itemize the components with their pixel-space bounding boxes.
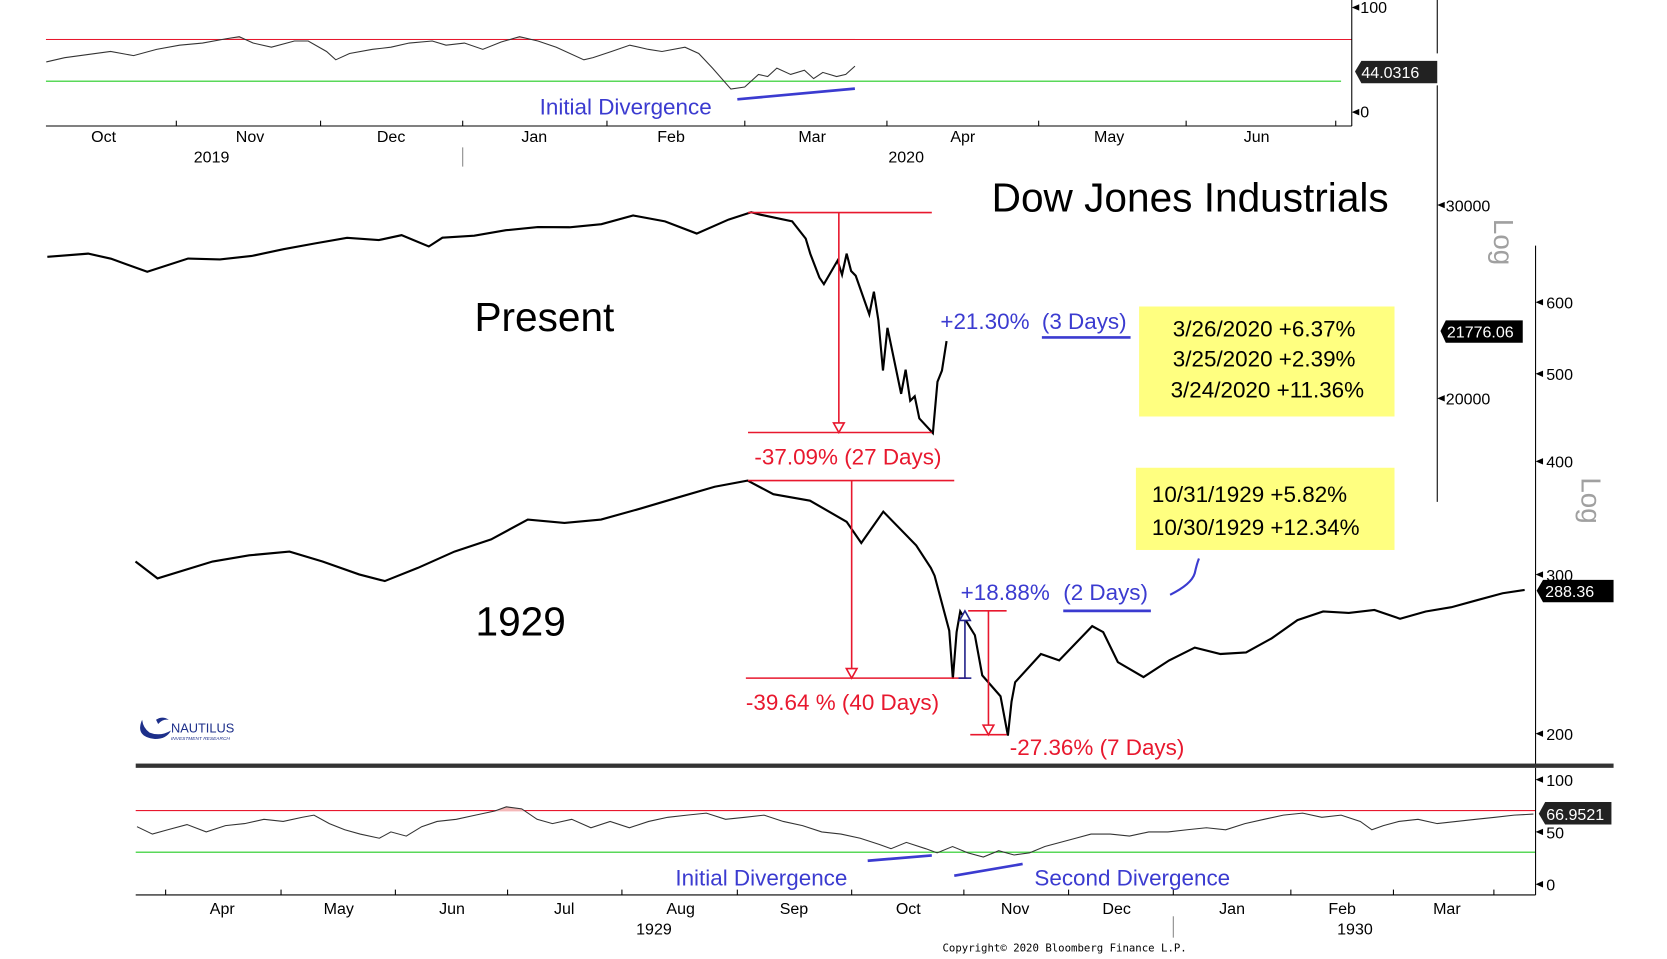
1929-rebound-pct: +18.88% xyxy=(961,580,1050,605)
1929-rebound-arrow xyxy=(958,609,972,679)
daily-gain: 10/31/1929 +5.82% xyxy=(1152,482,1347,507)
rsi-present-line xyxy=(46,36,856,90)
svg-text:NAUTILUS: NAUTILUS xyxy=(171,721,234,736)
x-tick-label: Jun xyxy=(439,900,465,918)
y-tick-label: 100 xyxy=(1546,772,1573,790)
present-drop-annotation xyxy=(748,211,932,435)
y-tick-label: 600 xyxy=(1546,295,1573,313)
year-label: 1929 xyxy=(636,920,672,938)
present-price-line xyxy=(47,211,948,436)
x-tick-label: Jan xyxy=(1219,900,1245,918)
y-tick-label: 0 xyxy=(1546,877,1555,895)
y-tick-label: 500 xyxy=(1546,366,1573,384)
chart-title: Dow Jones Industrials xyxy=(992,174,1389,220)
initial-divergence-label: Initial Divergence xyxy=(675,865,847,890)
1929-drop-annotation xyxy=(745,479,968,680)
second-divergence-label: Second Divergence xyxy=(1034,865,1230,890)
x-tick-label: Apr xyxy=(210,900,236,918)
x-tick-label: Feb xyxy=(1328,900,1356,918)
log-scale-label: Log xyxy=(1488,219,1519,265)
1929-second-drop-label: -27.36% (7 Days) xyxy=(1010,735,1185,760)
y-tick-label: 100 xyxy=(1360,0,1387,17)
x-tick-label: Oct xyxy=(91,128,116,146)
1929-drop-label: -39.64 % (40 Days) xyxy=(746,690,939,715)
tick-100 xyxy=(1351,4,1360,11)
pointer-curve xyxy=(1169,558,1200,596)
last-value-tag: 288.36 xyxy=(1536,579,1614,603)
tick-30000 xyxy=(1437,201,1445,209)
present-label: Present xyxy=(474,294,614,340)
present-rebound-pct: +21.30% xyxy=(940,309,1029,334)
x-tick-label: Sep xyxy=(780,900,809,918)
x-tick-label: May xyxy=(1094,128,1124,146)
x-tick-label: Apr xyxy=(950,128,976,146)
last-value-tag: 44.0316 xyxy=(1354,60,1438,84)
present-drop-label: -37.09% (27 Days) xyxy=(754,445,941,470)
y-tick-label: 200 xyxy=(1546,726,1573,744)
y-tick-label: 30000 xyxy=(1446,197,1491,215)
copyright: Copyright© 2020 Bloomberg Finance L.P. xyxy=(942,942,1186,955)
divergence-line xyxy=(954,862,1023,878)
rsi-overbought-fill xyxy=(136,806,1534,811)
daily-gain: 10/30/1929 +12.34% xyxy=(1152,515,1360,540)
1929-label: 1929 xyxy=(476,598,566,644)
present-last-value: 21776.06 xyxy=(1447,323,1514,341)
divergence-line xyxy=(737,87,855,101)
y-tick-label: 20000 xyxy=(1446,391,1491,409)
rsi-present-last-value: 44.0316 xyxy=(1361,64,1419,82)
1929-last-value: 288.36 xyxy=(1545,583,1594,601)
y-tick-label: 0 xyxy=(1360,103,1369,121)
y-tick-label: 400 xyxy=(1546,454,1573,472)
nautilus-logo: NAUTILUS INVESTMENT RESEARCH xyxy=(140,717,234,742)
last-value-tag: 21776.06 xyxy=(1440,320,1523,343)
x-tick-label: Feb xyxy=(657,128,685,146)
rsi-1929-last-value: 66.9521 xyxy=(1546,806,1604,824)
present-rebound-days: (3 Days) xyxy=(1042,309,1127,334)
year-label: 1930 xyxy=(1337,920,1373,938)
daily-gain: 3/26/2020 +6.37% xyxy=(1173,316,1356,341)
1929-second-drop-annotation xyxy=(968,610,1007,737)
x-tick-label: May xyxy=(324,900,354,918)
tick-0 xyxy=(1351,108,1360,116)
rsi-1929-line xyxy=(136,806,1534,858)
x-month-labels: Oct Nov Dec Jan Feb Mar Apr May Jun 2019… xyxy=(91,128,1270,167)
x-tick-label: Mar xyxy=(1433,900,1461,918)
divergence-line xyxy=(867,854,932,863)
x-tick-label: Jun xyxy=(1244,128,1270,146)
x-tick-label: Nov xyxy=(236,128,264,146)
nautilus-swirl-icon xyxy=(140,717,171,740)
last-value-tag: 66.9521 xyxy=(1538,802,1612,825)
1929-daily-gains-box: 10/31/1929 +5.82% 10/30/1929 +12.34% xyxy=(1135,467,1395,550)
rsi-present-panel: 100 0 44.0316 Initial Divergence Oct Nov… xyxy=(45,0,1438,167)
year-label: 2020 xyxy=(888,148,924,166)
x-tick-label: Oct xyxy=(896,900,921,918)
y-tick-label: 50 xyxy=(1546,824,1564,842)
present-daily-gains-box: 3/26/2020 +6.37% 3/25/2020 +2.39% 3/24/2… xyxy=(1139,306,1395,417)
tick-20000 xyxy=(1437,395,1445,402)
rsi-1929-panel: 100 50 0 66.9521 Initial Divergence Seco… xyxy=(135,767,1612,938)
present-price-axis: 30000 20000 Log 21776.06 xyxy=(1436,0,1523,502)
year-label: 2019 xyxy=(194,148,230,166)
x-tick-label: Nov xyxy=(1001,900,1029,918)
x-tick-label: Dec xyxy=(377,128,405,146)
log-scale-label: Log xyxy=(1576,477,1607,523)
x-tick-label: Jul xyxy=(554,900,574,918)
initial-divergence-label: Initial Divergence xyxy=(540,94,712,119)
1929-price-line xyxy=(134,479,1525,736)
svg-text:INVESTMENT RESEARCH: INVESTMENT RESEARCH xyxy=(171,736,230,742)
x-tick-label: Jan xyxy=(521,128,547,146)
daily-gain: 3/25/2020 +2.39% xyxy=(1173,346,1356,371)
x-tick-label: Dec xyxy=(1102,900,1130,918)
1929-rebound-days: (2 Days) xyxy=(1063,580,1148,605)
daily-gain: 3/24/2020 +11.36% xyxy=(1171,377,1365,402)
x-month-labels: Apr May Jun Jul Aug Sep Oct Nov Dec Jan … xyxy=(210,900,1462,938)
x-tick-label: Mar xyxy=(798,128,826,146)
1929-price-axis: 600 500 400 300 200 Log 288.36 xyxy=(1535,245,1614,765)
x-tick-label: Aug xyxy=(666,900,695,918)
panel-separator xyxy=(135,763,1614,768)
